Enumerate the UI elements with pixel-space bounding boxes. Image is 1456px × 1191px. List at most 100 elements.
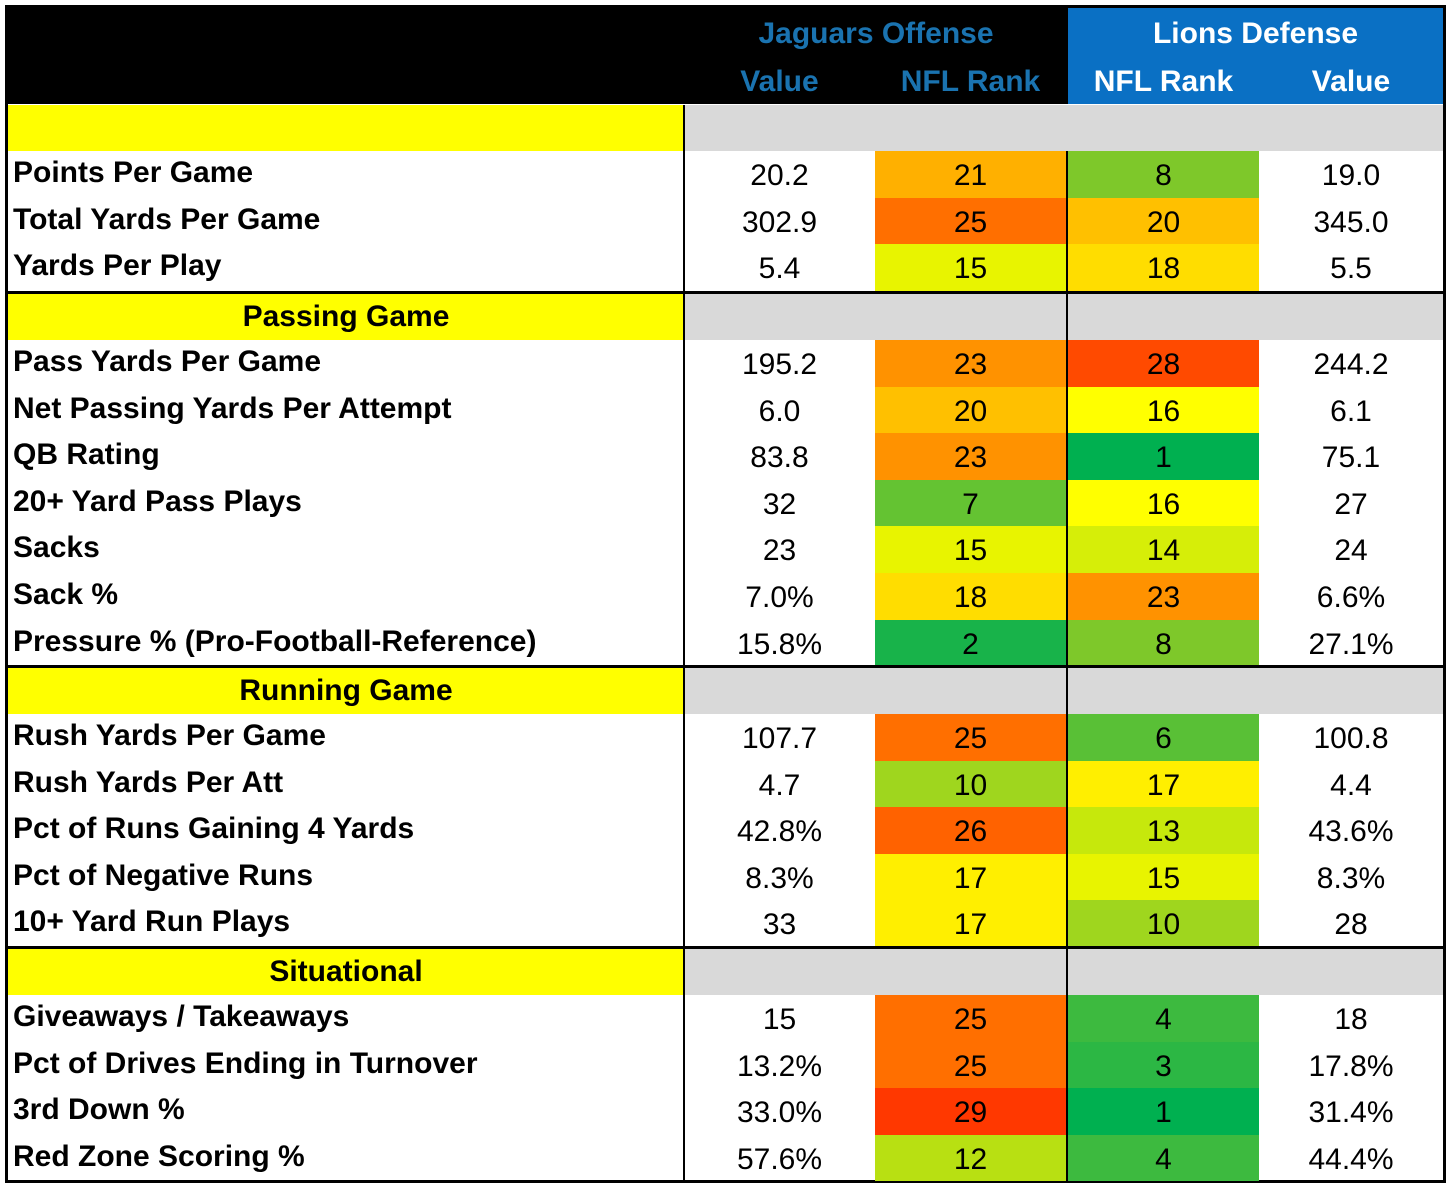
offense-rank: 25: [875, 1041, 1066, 1089]
defense-value: 8.3%: [1316, 861, 1386, 895]
defense-rank: 3: [1068, 1041, 1259, 1089]
table-row: Yards Per Play 5.4 15 18 5.5: [8, 244, 1443, 291]
offense-rank: 7: [875, 479, 1066, 527]
offense-value: 20.2: [750, 159, 809, 192]
offense-value: 42.8%: [736, 815, 823, 849]
table-row: Pct of Runs Gaining 4 Yards 42.8% 26 13 43.6…: [8, 807, 1443, 854]
offense-rank: 20: [875, 386, 1066, 434]
defense-value: 43.6%: [1308, 815, 1394, 849]
stat-label: Giveaways / Takeaways: [13, 1000, 350, 1033]
stat-label: Yards Per Play: [13, 249, 222, 283]
defense-rank: 4: [1068, 1134, 1259, 1182]
defense-value-header: Value: [1311, 65, 1391, 98]
offense-value: 13.2%: [736, 1049, 823, 1083]
section-header-data-band: [684, 294, 1443, 340]
offense-rank: 25: [875, 714, 1066, 761]
section-header-data-band: [684, 668, 1443, 714]
table-row: 3rd Down % 33.0% 29 1 31.4%: [8, 1088, 1443, 1135]
offense-value: 33.0%: [736, 1096, 823, 1130]
offense-rank: 10: [875, 760, 1066, 808]
defense-value: 27.1%: [1308, 627, 1394, 661]
section-divider: [8, 665, 1443, 668]
stat-label: 3rd Down %: [13, 1093, 185, 1127]
stat-label: Pct of Negative Runs: [13, 858, 314, 892]
offense-rank-header: NFL Rank: [900, 65, 1041, 98]
stats-table: Jaguars Offense Value NFL Rank Lions Def…: [5, 5, 1446, 1183]
offense-title: Jaguars Offense: [758, 17, 994, 50]
section-header-label-cell: [8, 294, 684, 340]
offense-rank: 25: [875, 197, 1066, 245]
section-header-label-cell: [8, 949, 684, 995]
stat-label: Pct of Runs Gaining 4 Yards: [13, 812, 415, 846]
stat-label: 10+ Yard Run Plays: [13, 905, 291, 939]
defense-rank: 14: [1068, 526, 1259, 573]
section-header-data-band: [684, 949, 1443, 995]
offense-value: 4.7: [758, 768, 801, 802]
defense-value: 244.2: [1313, 348, 1389, 381]
stat-label: Points Per Game: [13, 156, 254, 189]
defense-value: 31.4%: [1308, 1096, 1394, 1130]
offense-rank: 23: [875, 433, 1066, 480]
offense-rank: 15: [875, 244, 1066, 291]
section-header-data-band: [684, 105, 1443, 151]
offense-rank: 23: [875, 340, 1066, 387]
offense-rank: 17: [875, 853, 1066, 901]
defense-rank: 1: [1068, 1088, 1259, 1135]
defense-value: 4.4: [1330, 768, 1372, 802]
defense-rank: 23: [1068, 573, 1259, 620]
offense-rank: 26: [875, 807, 1066, 854]
defense-rank: 16: [1068, 479, 1259, 527]
stat-label: QB Rating: [13, 438, 160, 472]
offense-value: 107.7: [741, 722, 818, 755]
section-header-label-cell: [8, 105, 684, 151]
offense-rank: 29: [875, 1088, 1066, 1135]
offense-rank: 18: [875, 573, 1066, 620]
table-row: Giveaways / Takeaways 15 25 4 18: [8, 995, 1443, 1042]
offense-value-header: Value: [740, 65, 819, 98]
header-defense-panel: [1068, 8, 1443, 104]
table-row: Net Passing Yards Per Attempt 6.0 20 16 6.1: [8, 386, 1443, 434]
defense-value: 24: [1334, 534, 1368, 568]
defense-value: 18: [1334, 1003, 1368, 1036]
table-row: QB Rating 83.8 23 1 75.1: [8, 433, 1443, 480]
defense-value: 27: [1334, 487, 1368, 521]
defense-rank: 18: [1068, 244, 1259, 291]
defense-rank: 17: [1068, 760, 1259, 808]
table-row: Sacks 23 15 14 24: [8, 526, 1443, 573]
offense-value: 83.8: [750, 441, 809, 475]
offense-value: 7.0%: [745, 581, 814, 614]
defense-value: 6.6%: [1316, 581, 1386, 614]
offense-value: 195.2: [741, 348, 818, 381]
defense-value: 44.4%: [1308, 1142, 1394, 1176]
label-column-divider: [683, 105, 685, 1183]
header-offense-panel: [8, 8, 1068, 104]
offense-value: 15.8%: [736, 627, 823, 661]
offense-value: 5.4: [758, 252, 801, 286]
offense-value: 32: [762, 487, 797, 521]
defense-rank: 1: [1068, 433, 1259, 480]
stat-label: Rush Yards Per Game: [13, 719, 326, 752]
section-divider: [8, 291, 1443, 294]
stat-label: Pressure % (Pro-Football-Reference): [13, 624, 537, 658]
offense-rank: 21: [875, 151, 1066, 198]
offense-rank: 17: [875, 900, 1066, 947]
offense-value: 8.3%: [745, 861, 814, 895]
offense-rank: 12: [875, 1134, 1066, 1182]
table-row: Pressure % (Pro-Football-Reference) 15.8%…: [8, 619, 1443, 667]
defense-rank: 8: [1068, 619, 1259, 667]
defense-rank: 8: [1068, 151, 1259, 198]
table-row: Rush Yards Per Att 4.7 10 17 4.4: [8, 760, 1443, 808]
section-title: Running Game: [239, 674, 453, 707]
stat-label: Sack %: [13, 578, 119, 611]
defense-value: 5.5: [1330, 252, 1372, 286]
table-row: Red Zone Scoring % 57.6% 12 4 44.4%: [8, 1134, 1443, 1182]
stat-label: Total Yards Per Game: [13, 202, 321, 236]
offense-rank: 2: [875, 619, 1066, 667]
defense-rank: 4: [1068, 995, 1259, 1042]
offense-value: 33: [762, 908, 797, 942]
table-row: Rush Yards Per Game 107.7 25 6 100.8: [8, 714, 1443, 761]
defense-rank: 13: [1068, 807, 1259, 854]
defense-rank: 15: [1068, 853, 1259, 901]
defense-rank: 10: [1068, 900, 1259, 947]
offense-rank: 15: [875, 526, 1066, 573]
